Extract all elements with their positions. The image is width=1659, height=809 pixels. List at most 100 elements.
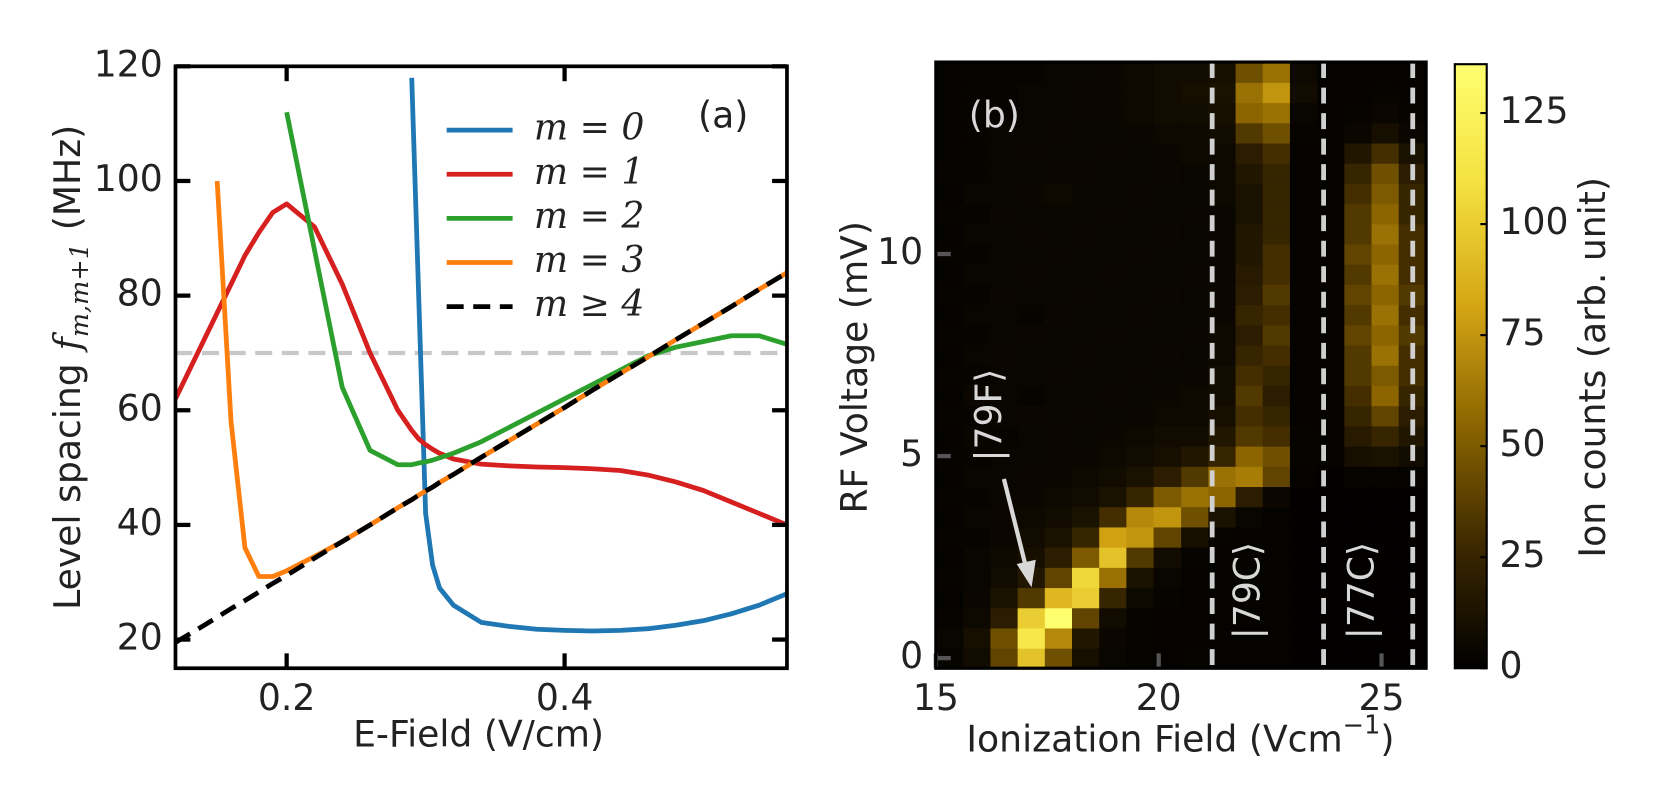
heatmap-cell xyxy=(1126,365,1155,386)
heatmap-cell xyxy=(936,82,964,104)
heatmap-cell xyxy=(990,425,1019,447)
heatmap-cell xyxy=(1153,607,1182,629)
heatmap-cell xyxy=(1208,365,1237,386)
heatmap-cell xyxy=(1126,506,1155,528)
heatmap-cell xyxy=(1099,122,1128,144)
heatmap-cell xyxy=(1371,587,1400,609)
heatmap-cell xyxy=(963,82,992,104)
heatmap-cell xyxy=(1371,365,1400,386)
heatmap-cell xyxy=(1262,567,1291,589)
heatmap-cell xyxy=(1262,62,1291,83)
heatmap-cell xyxy=(1072,223,1100,245)
heatmap-cell xyxy=(990,142,1019,164)
heatmap-cell xyxy=(1126,627,1155,649)
heatmap-cell xyxy=(1044,466,1073,488)
heatmap-cell xyxy=(1126,466,1155,488)
heatmap-cell xyxy=(1262,82,1291,104)
heatmap-cell xyxy=(1208,163,1237,184)
heatmap-cell xyxy=(1099,526,1128,548)
heatmap-cell xyxy=(1017,163,1046,184)
heatmap-cell xyxy=(1072,203,1100,225)
heatmap-cell xyxy=(1289,445,1318,467)
heatmap-cell xyxy=(1371,648,1400,669)
heatmap-cell xyxy=(1099,445,1128,467)
heatmap-cell xyxy=(1072,607,1100,629)
heatmap-cell xyxy=(1017,344,1046,366)
heatmap-cell xyxy=(936,122,964,144)
heatmap-cell xyxy=(1371,627,1400,649)
heatmap-cell xyxy=(1262,587,1291,609)
heatmap-cell xyxy=(1235,567,1264,589)
heatmap-cell xyxy=(963,203,992,225)
heatmap-cell xyxy=(1099,284,1128,306)
heatmap-cell xyxy=(990,344,1019,366)
heatmap-cell xyxy=(990,365,1019,386)
heatmap-cell xyxy=(1398,425,1427,447)
heatmap-cell xyxy=(936,547,964,568)
x-label-superscript: −1 xyxy=(1343,711,1381,741)
heatmap-cell xyxy=(1181,567,1210,589)
panel-label: (a) xyxy=(698,93,748,136)
heatmap-cell xyxy=(1017,223,1046,245)
x-tick-label: 0.2 xyxy=(258,676,315,719)
heatmap-cell xyxy=(1398,304,1427,326)
heatmap-cell xyxy=(1044,486,1073,508)
heatmap-cell xyxy=(1072,243,1100,265)
heatmap-cell xyxy=(1044,163,1073,184)
heatmap-cell xyxy=(1072,445,1100,467)
heatmap-cell xyxy=(990,587,1019,609)
heatmap-cell xyxy=(1072,102,1100,124)
heatmap-cell xyxy=(936,304,964,326)
heatmap-cell xyxy=(1344,163,1373,184)
legend-label: m = 0 xyxy=(534,106,645,149)
heatmap-cell xyxy=(1153,425,1182,447)
heatmap-cell xyxy=(1044,526,1073,548)
heatmap-cell xyxy=(1262,466,1291,488)
heatmap-cell xyxy=(1044,567,1073,589)
heatmap-cell xyxy=(1072,385,1100,407)
heatmap-cell xyxy=(936,264,964,285)
heatmap-cell xyxy=(936,385,964,407)
heatmap-cell xyxy=(990,627,1019,649)
heatmap-cell xyxy=(1099,344,1128,366)
heatmap-cell xyxy=(936,526,964,548)
heatmap-cell xyxy=(1099,627,1128,649)
heatmap-cell xyxy=(1235,526,1264,548)
heatmap-cell xyxy=(1262,264,1291,285)
heatmap-cell xyxy=(1181,304,1210,326)
x-axis-label: E-Field (V/cm) xyxy=(353,712,604,755)
heatmap-cell xyxy=(1371,243,1400,265)
heatmap-cell xyxy=(1099,203,1128,225)
heatmap-cell xyxy=(1235,425,1264,447)
heatmap-cell xyxy=(1398,122,1427,144)
heatmap-cell xyxy=(1017,264,1046,285)
heatmap-cell xyxy=(1072,365,1100,386)
heatmap-cell xyxy=(1235,183,1264,205)
heatmap-cell xyxy=(1072,627,1100,649)
state-label: |77C⟩ xyxy=(1339,542,1382,640)
heatmap-cell xyxy=(1099,183,1128,205)
y-tick-label: 20 xyxy=(117,616,163,659)
heatmap-cell xyxy=(963,62,992,83)
panel-label: (b) xyxy=(969,93,1020,136)
heatmap-cell xyxy=(990,567,1019,589)
heatmap-cell xyxy=(963,344,992,366)
series-line xyxy=(284,111,787,468)
x-label-text: Ionization Field (Vcm xyxy=(966,718,1342,761)
heatmap-cell xyxy=(1208,183,1237,205)
heatmap-cell xyxy=(1099,486,1128,508)
heatmap-cell xyxy=(1344,445,1373,467)
heatmap-cell xyxy=(1289,506,1318,528)
heatmap-cell xyxy=(1235,587,1264,609)
heatmap-cell xyxy=(1289,203,1318,225)
heatmap-cell xyxy=(1289,648,1318,669)
heatmap-cell xyxy=(1371,183,1400,205)
heatmap-cell xyxy=(1181,62,1210,83)
heatmap-cell xyxy=(1208,486,1237,508)
heatmap-cell xyxy=(1017,142,1046,164)
heatmap-cell xyxy=(990,324,1019,346)
heatmap-cell xyxy=(1126,203,1155,225)
heatmap-cell xyxy=(1126,264,1155,285)
heatmap-cell xyxy=(990,526,1019,548)
